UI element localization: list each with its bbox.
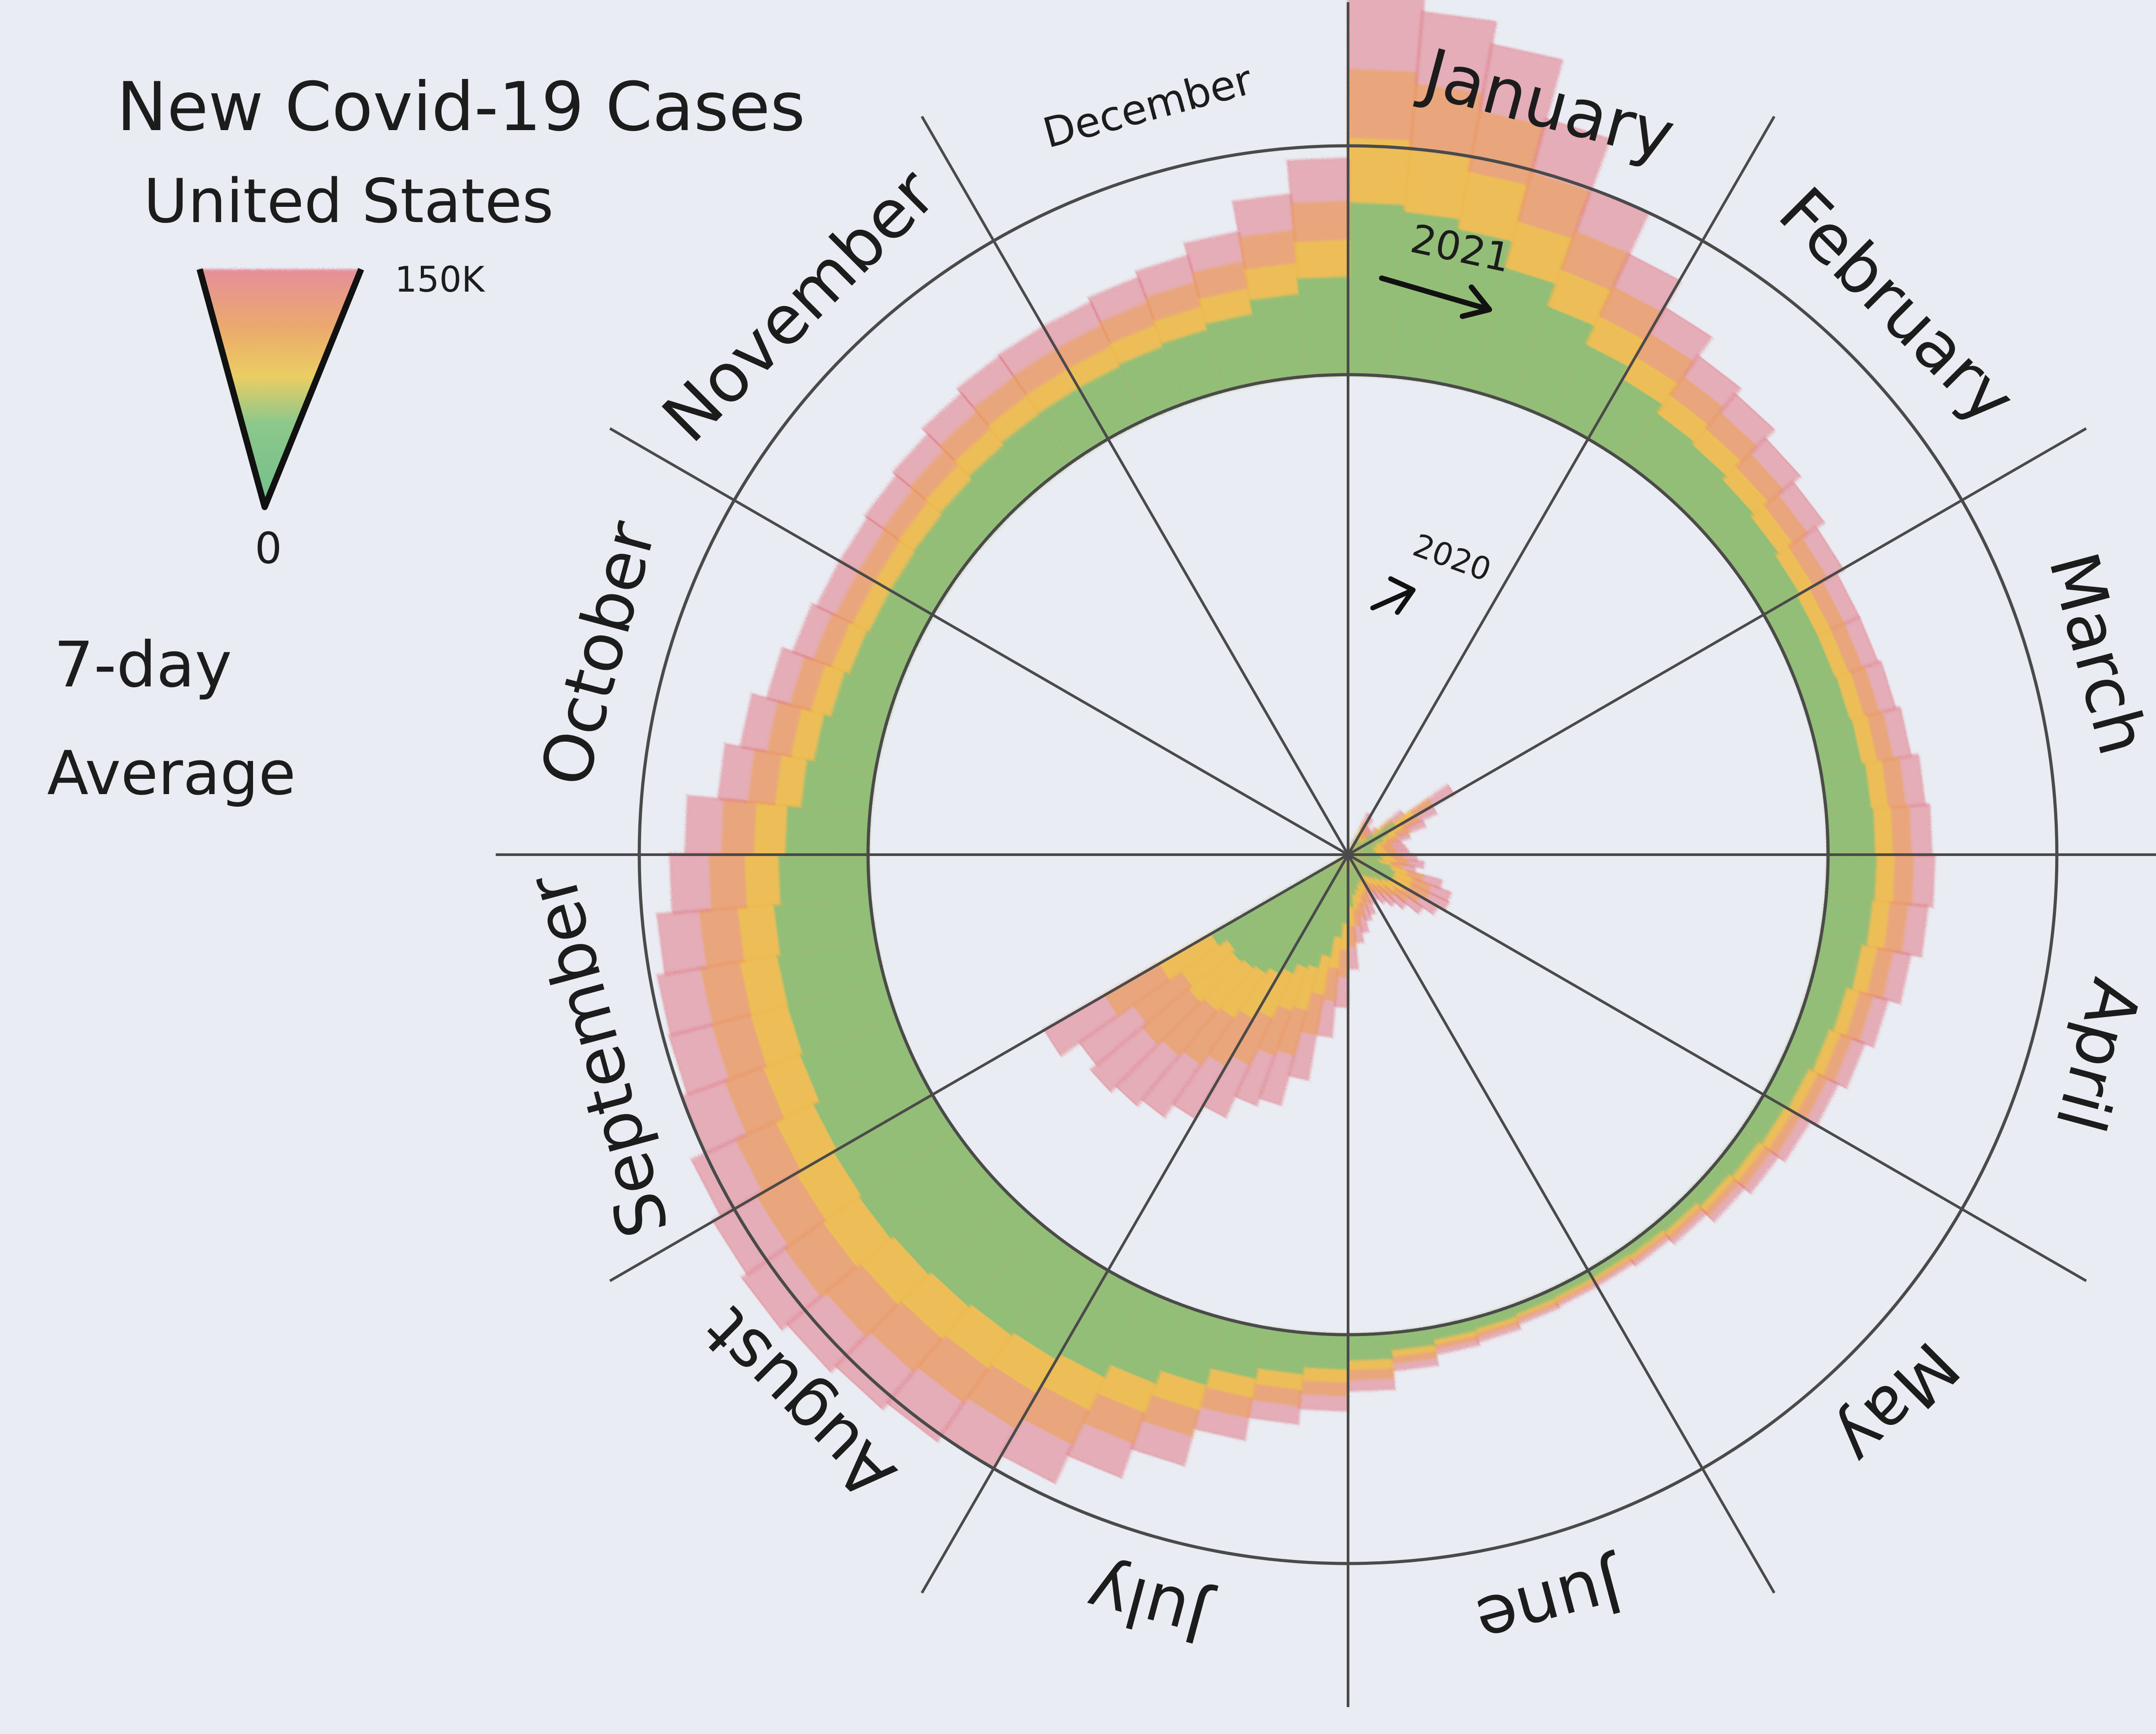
- series-2021-wedge: [1820, 753, 1926, 815]
- month-label-march: March: [2034, 545, 2156, 763]
- series-2021-wedge: [680, 1017, 914, 1156]
- wedge-band: [1825, 808, 1876, 857]
- wedge-band: [778, 852, 871, 905]
- month-label-april: April: [2040, 971, 2156, 1140]
- month-label-june: June: [1468, 1547, 1633, 1661]
- series-2020-wedge: [1114, 854, 1349, 1107]
- wedge-band: [1825, 854, 1877, 903]
- series-2021-wedge: [834, 1192, 1041, 1411]
- month-spoke: [921, 854, 1349, 1594]
- year-2020-arrow: [1370, 576, 1416, 615]
- series-2021-wedge: [1232, 193, 1308, 383]
- series-2021-wedge: [1798, 978, 1890, 1048]
- wedge-band: [1820, 762, 1872, 815]
- series-2021-wedge: [668, 852, 871, 915]
- series-2021-wedge: [815, 559, 934, 653]
- month-label-february: February: [1764, 173, 2030, 439]
- wedge-band: [1301, 1332, 1349, 1370]
- title-line-1: New Covid-19 Cases: [117, 68, 805, 146]
- series-2021-wedge: [1820, 895, 1929, 958]
- series-2020-wedge: [1347, 854, 1370, 934]
- series-2021-wedge: [885, 1220, 1074, 1443]
- series-2021-wedge: [1286, 157, 1350, 378]
- series-2021-wedge: [1471, 117, 1611, 405]
- month-label-october: October: [526, 513, 671, 794]
- series-2021-wedge: [1811, 705, 1912, 773]
- legend-cone-outline: [196, 268, 364, 510]
- month-label-december: December: [1038, 56, 1257, 157]
- series-2021-wedge: [740, 1128, 982, 1332]
- series-2021-wedge: [999, 1269, 1147, 1485]
- series-2020-wedge: [1043, 854, 1349, 1057]
- series-2021-wedge: [1810, 937, 1912, 1005]
- series-2021-wedge: [1065, 1288, 1185, 1479]
- series-2020-wedge: [1140, 854, 1349, 1118]
- legend-min-label: 0: [255, 524, 282, 573]
- series-2021-wedge: [1129, 1304, 1225, 1467]
- series-2021-wedge: [656, 895, 877, 976]
- grid-layer: [496, 2, 2156, 1707]
- month-spoke: [1347, 854, 1776, 1594]
- series-2021-wedge: [656, 936, 886, 1038]
- series-2021-wedge: [765, 646, 899, 732]
- data-series-layer: [656, 0, 1936, 1485]
- legend-cone: [200, 269, 361, 507]
- month-spoke: [1347, 427, 2087, 856]
- wedge-band: [1346, 1332, 1393, 1361]
- subtitle-line-2: Average: [47, 738, 296, 808]
- month-spoke: [921, 116, 1349, 856]
- series-2021-wedge: [1470, 1304, 1522, 1344]
- series-2021-wedge: [1297, 1332, 1349, 1412]
- series-2021-wedge: [785, 1161, 1010, 1374]
- series-2021-wedge: [1825, 803, 1933, 857]
- title-line-2: United States: [144, 166, 554, 236]
- year-marker-2020: 2020: [1370, 527, 1496, 615]
- color-legend: 150K 0: [196, 260, 485, 573]
- month-spoke: [609, 427, 1349, 856]
- series-2021-wedge: [1388, 1326, 1439, 1372]
- month-spoke: [1347, 853, 2087, 1282]
- month-label-july: July: [1078, 1551, 1219, 1659]
- year-label-2020: 2020: [1408, 527, 1496, 589]
- series-2020-wedge: [1078, 854, 1349, 1067]
- series-2021-wedge: [1686, 436, 1802, 548]
- year-2021-arrow: [1379, 275, 1492, 319]
- month-label-may: May: [1820, 1327, 1973, 1480]
- series-2021-wedge: [1511, 187, 1650, 421]
- series-2020-wedge: [1089, 854, 1349, 1093]
- series-2021-wedge: [939, 1246, 1109, 1470]
- series-2021-wedge: [1346, 1332, 1396, 1392]
- subtitle-line-1: 7-day: [54, 629, 232, 702]
- wedge-band: [1296, 276, 1350, 378]
- month-spoke: [1347, 116, 1776, 856]
- month-spoke: [609, 853, 1349, 1282]
- legend-max-label: 150K: [395, 260, 485, 300]
- month-label-november: November: [648, 154, 951, 457]
- series-2021-wedge: [1247, 1326, 1307, 1425]
